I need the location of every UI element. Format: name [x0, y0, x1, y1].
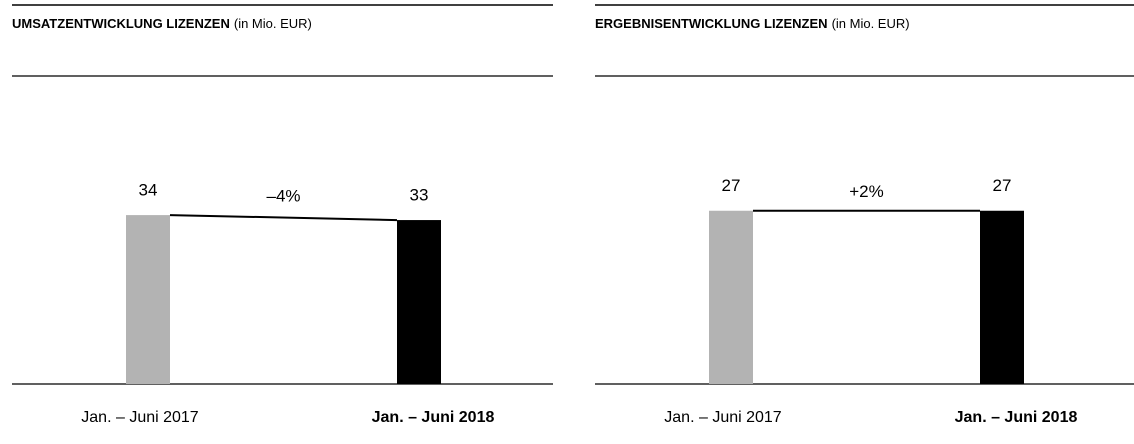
bar — [709, 210, 753, 384]
chart-title: UMSATZENTWICKLUNG LIZENZEN (in Mio. EUR) — [12, 16, 312, 31]
title-main: UMSATZENTWICKLUNG LIZENZEN — [12, 16, 230, 31]
change-label: –4% — [266, 187, 300, 206]
value-label: 27 — [722, 176, 741, 195]
bar — [126, 215, 170, 384]
category-label: Jan. – Juni 2017 — [81, 409, 199, 426]
connector — [169, 214, 398, 222]
bar — [980, 210, 1024, 384]
bar — [397, 220, 441, 384]
title-unit: (in Mio. EUR) — [234, 16, 312, 31]
value-label: 34 — [139, 181, 158, 200]
title-unit: (in Mio. EUR) — [832, 16, 910, 31]
category-label: Jan. – Juni 2018 — [955, 409, 1078, 426]
category-label: Jan. – Juni 2017 — [664, 409, 782, 426]
value-label: 33 — [410, 186, 429, 205]
title-main: ERGEBNISENTWICKLUNG LIZENZEN — [595, 16, 828, 31]
chart-title: ERGEBNISENTWICKLUNG LIZENZEN (in Mio. EUR… — [595, 16, 910, 31]
category-label: Jan. – Juni 2018 — [372, 409, 495, 426]
value-label: 27 — [993, 176, 1012, 195]
change-label: +2% — [849, 182, 884, 201]
